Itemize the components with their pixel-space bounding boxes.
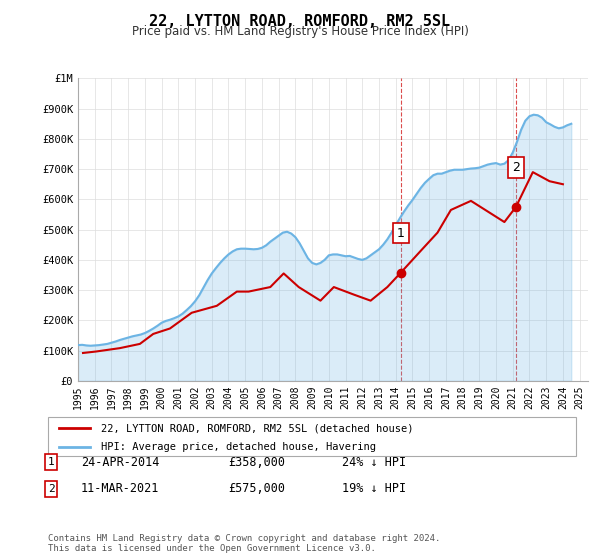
FancyBboxPatch shape xyxy=(48,417,576,456)
Text: 11-MAR-2021: 11-MAR-2021 xyxy=(81,482,160,496)
Text: 1: 1 xyxy=(47,457,55,467)
Text: 24-APR-2014: 24-APR-2014 xyxy=(81,455,160,469)
Text: Price paid vs. HM Land Registry's House Price Index (HPI): Price paid vs. HM Land Registry's House … xyxy=(131,25,469,38)
Text: £358,000: £358,000 xyxy=(228,455,285,469)
Text: 22, LYTTON ROAD, ROMFORD, RM2 5SL (detached house): 22, LYTTON ROAD, ROMFORD, RM2 5SL (detac… xyxy=(101,423,413,433)
Text: £575,000: £575,000 xyxy=(228,482,285,496)
Text: 1: 1 xyxy=(397,227,405,240)
Text: 19% ↓ HPI: 19% ↓ HPI xyxy=(342,482,406,496)
Text: 24% ↓ HPI: 24% ↓ HPI xyxy=(342,455,406,469)
Text: 2: 2 xyxy=(47,484,55,494)
Text: 22, LYTTON ROAD, ROMFORD, RM2 5SL: 22, LYTTON ROAD, ROMFORD, RM2 5SL xyxy=(149,14,451,29)
Text: 2: 2 xyxy=(512,161,520,174)
Text: HPI: Average price, detached house, Havering: HPI: Average price, detached house, Have… xyxy=(101,442,376,451)
Text: Contains HM Land Registry data © Crown copyright and database right 2024.
This d: Contains HM Land Registry data © Crown c… xyxy=(48,534,440,553)
